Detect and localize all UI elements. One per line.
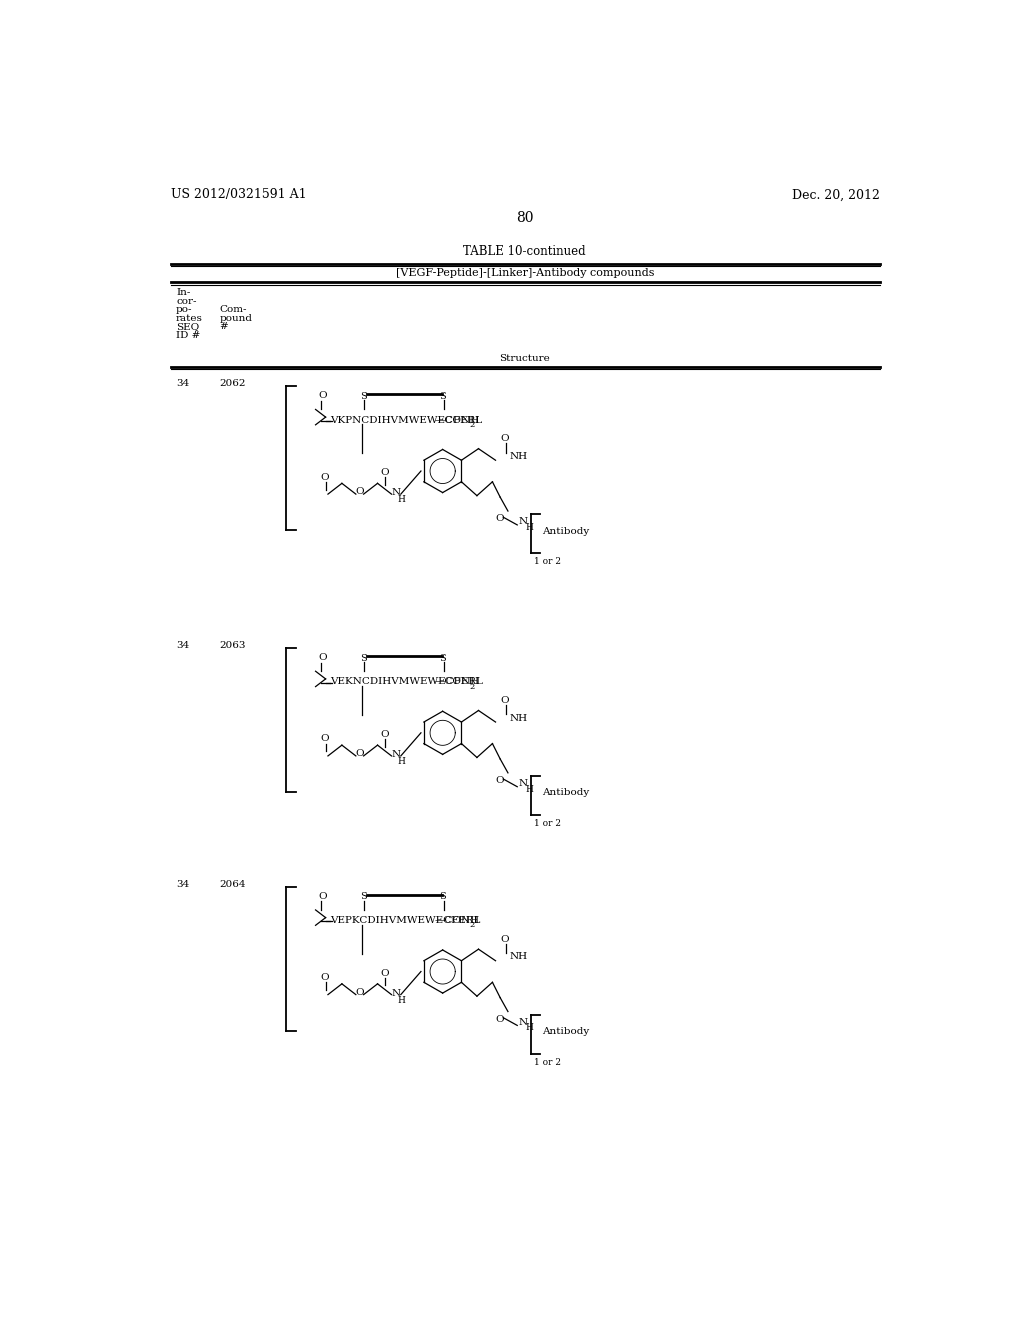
Text: S: S	[439, 392, 446, 401]
Text: 1 or 2: 1 or 2	[534, 820, 560, 828]
Text: NH: NH	[510, 714, 527, 722]
Text: 1 or 2: 1 or 2	[534, 1057, 560, 1067]
Text: 2064: 2064	[219, 880, 246, 888]
Text: VKPNCDIHVMWEWECFERL: VKPNCDIHVMWEWECFERL	[331, 416, 482, 425]
Text: H: H	[525, 784, 532, 793]
Text: TABLE 10-continued: TABLE 10-continued	[464, 246, 586, 259]
Text: O: O	[318, 653, 328, 661]
Text: O: O	[321, 473, 329, 482]
Text: 2: 2	[469, 921, 474, 929]
Text: O: O	[381, 730, 389, 739]
Text: N: N	[519, 779, 528, 788]
Text: O: O	[321, 734, 329, 743]
Text: —CONH: —CONH	[435, 677, 480, 686]
Text: O: O	[321, 973, 329, 982]
Text: H: H	[525, 1023, 532, 1032]
Text: O: O	[381, 469, 389, 477]
Text: H: H	[397, 495, 406, 504]
Text: O: O	[381, 969, 389, 978]
Text: cor-: cor-	[176, 297, 197, 306]
Text: 34: 34	[176, 379, 189, 388]
Text: O: O	[500, 696, 509, 705]
Text: po-: po-	[176, 305, 193, 314]
Text: O: O	[356, 750, 365, 758]
Text: 80: 80	[516, 211, 534, 224]
Text: S: S	[359, 653, 367, 663]
Text: rates: rates	[176, 314, 203, 323]
Text: O: O	[318, 391, 328, 400]
Text: S: S	[359, 392, 367, 401]
Text: H: H	[525, 523, 532, 532]
Text: H: H	[397, 756, 406, 766]
Text: pound: pound	[219, 314, 253, 323]
Text: O: O	[496, 776, 504, 785]
Text: In-: In-	[176, 289, 190, 297]
Text: O: O	[496, 515, 504, 523]
Text: N: N	[519, 1018, 528, 1027]
Text: O: O	[356, 487, 365, 496]
Text: O: O	[318, 891, 328, 900]
Text: US 2012/0321591 A1: US 2012/0321591 A1	[171, 189, 306, 202]
Text: NH: NH	[510, 953, 527, 961]
Text: Dec. 20, 2012: Dec. 20, 2012	[792, 189, 880, 202]
Text: O: O	[496, 1015, 504, 1024]
Text: —CONH: —CONH	[435, 416, 480, 425]
Text: —CONH: —CONH	[435, 916, 480, 925]
Text: 34: 34	[176, 880, 189, 888]
Text: 2: 2	[469, 421, 474, 429]
Text: Structure: Structure	[500, 354, 550, 363]
Text: Antibody: Antibody	[542, 527, 589, 536]
Text: N: N	[391, 750, 400, 759]
Text: 1 or 2: 1 or 2	[534, 557, 560, 566]
Text: #: #	[219, 322, 228, 331]
Text: SEQ: SEQ	[176, 322, 200, 331]
Text: N: N	[391, 989, 400, 998]
Text: O: O	[356, 987, 365, 997]
Text: H: H	[397, 995, 406, 1005]
Text: 2063: 2063	[219, 642, 246, 651]
Text: S: S	[439, 653, 446, 663]
Text: NH: NH	[510, 451, 527, 461]
Text: 2: 2	[469, 682, 474, 690]
Text: 2062: 2062	[219, 379, 246, 388]
Text: S: S	[439, 892, 446, 902]
Text: VEPKCDIHVMWEWECFERL: VEPKCDIHVMWEWECFERL	[331, 916, 480, 925]
Text: O: O	[500, 434, 509, 444]
Text: 34: 34	[176, 642, 189, 651]
Text: Com-: Com-	[219, 305, 247, 314]
Text: O: O	[500, 935, 509, 944]
Text: Antibody: Antibody	[542, 788, 589, 797]
Text: [VEGF-Peptide]-[Linker]-Antibody compounds: [VEGF-Peptide]-[Linker]-Antibody compoun…	[395, 268, 654, 279]
Text: ID #: ID #	[176, 331, 201, 339]
Text: S: S	[359, 892, 367, 902]
Text: VEKNCDIHVMWEWECFERL: VEKNCDIHVMWEWECFERL	[331, 677, 483, 686]
Text: N: N	[519, 517, 528, 527]
Text: N: N	[391, 488, 400, 498]
Text: Antibody: Antibody	[542, 1027, 589, 1036]
